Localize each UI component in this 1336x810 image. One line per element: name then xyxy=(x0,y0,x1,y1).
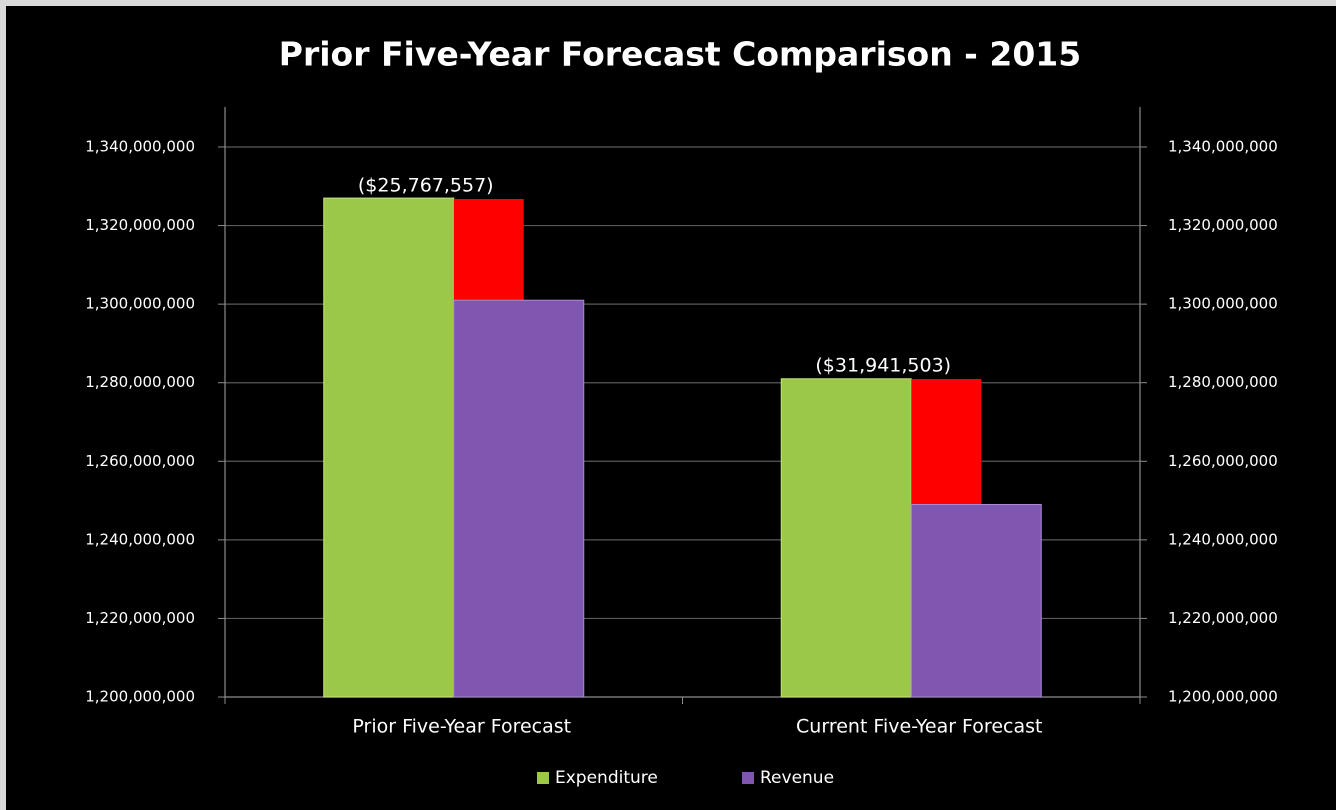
y-tick-label: 1,220,000,000 xyxy=(85,609,195,627)
deficit-bar xyxy=(453,198,524,301)
y-tick-label: 1,320,000,000 xyxy=(85,216,195,234)
legend-swatch xyxy=(537,772,549,784)
y2-tick-label: 1,220,000,000 xyxy=(1168,609,1278,627)
y-tick-label: 1,280,000,000 xyxy=(85,373,195,391)
y2-tick-label: 1,200,000,000 xyxy=(1168,688,1278,706)
bar xyxy=(323,197,455,698)
y2-tick-label: 1,260,000,000 xyxy=(1168,452,1278,470)
data-label: ($31,941,503) xyxy=(815,355,951,377)
data-label: ($25,767,557) xyxy=(358,174,494,196)
y2-tick-label: 1,280,000,000 xyxy=(1168,373,1278,391)
legend-label: Expenditure xyxy=(555,768,658,788)
x-tick-label: Prior Five-Year Forecast xyxy=(352,716,571,738)
legend-swatch xyxy=(742,772,754,784)
y-tick-label: 1,260,000,000 xyxy=(85,452,195,470)
deficit-bar xyxy=(911,379,982,505)
y-tick-label: 1,340,000,000 xyxy=(85,138,195,156)
bar xyxy=(910,504,1042,698)
chart-title: Prior Five-Year Forecast Comparison - 20… xyxy=(279,35,1081,74)
legend-label: Revenue xyxy=(760,768,834,788)
y-tick-label: 1,200,000,000 xyxy=(85,688,195,706)
chart-background xyxy=(6,6,1336,810)
y2-tick-label: 1,300,000,000 xyxy=(1168,295,1278,313)
y2-tick-label: 1,240,000,000 xyxy=(1168,530,1278,548)
y-tick-label: 1,300,000,000 xyxy=(85,295,195,313)
bar xyxy=(453,299,585,698)
x-tick-label: Current Five-Year Forecast xyxy=(796,716,1042,738)
y2-tick-label: 1,320,000,000 xyxy=(1168,216,1278,234)
bar xyxy=(780,378,912,698)
y2-tick-label: 1,340,000,000 xyxy=(1168,138,1278,156)
y-tick-label: 1,240,000,000 xyxy=(85,530,195,548)
